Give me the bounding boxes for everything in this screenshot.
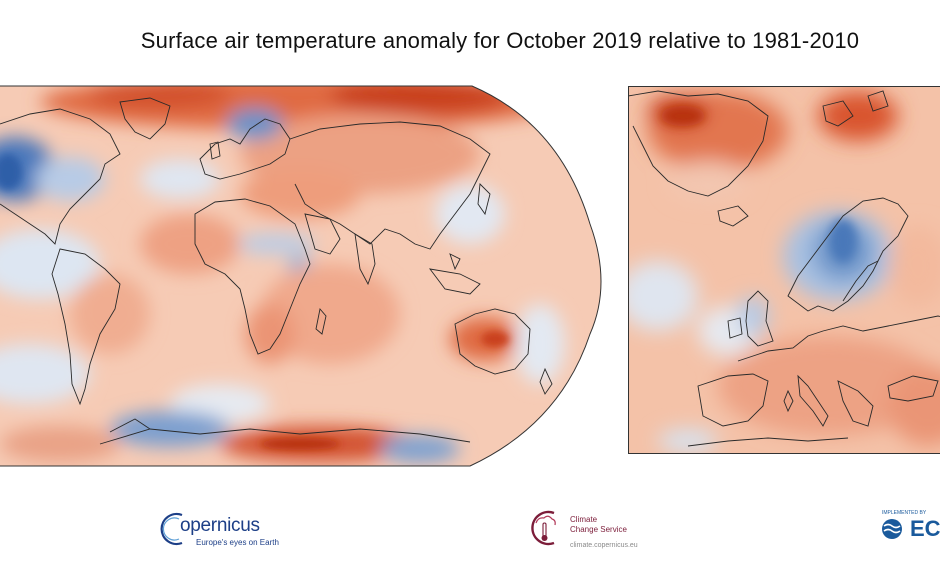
c3s-url[interactable]: climate.copernicus.eu <box>570 542 638 549</box>
ecmwf-logo[interactable]: IMPLEMENTED BY EC <box>878 508 940 548</box>
copernicus-logo[interactable]: opernicus Europe's eyes on Earth <box>160 505 290 555</box>
c3s-logo[interactable]: Climate Change Service climate.copernicu… <box>522 505 652 555</box>
c3s-line-1: Climate <box>570 515 598 524</box>
map-title: Surface air temperature anomaly for Octo… <box>140 28 860 53</box>
ecmwf-wordmark: EC <box>910 516 940 541</box>
world-map-border <box>0 85 602 467</box>
copernicus-wordmark: opernicus <box>180 515 260 536</box>
world-anomaly-map <box>0 85 602 467</box>
europe-map-field <box>628 86 940 454</box>
climate-thermometer-icon <box>531 510 556 546</box>
world-map-field <box>0 86 601 466</box>
copernicus-tagline: Europe's eyes on Earth <box>196 538 279 547</box>
world-coastlines <box>0 97 553 445</box>
europe-anomaly-map <box>628 86 940 454</box>
implemented-by-label: IMPLEMENTED BY <box>882 510 927 516</box>
ecmwf-waves-icon <box>882 519 902 539</box>
c3s-line-2: Change Service <box>570 525 627 534</box>
europe-coastlines <box>628 90 940 447</box>
europe-map-border <box>628 86 940 454</box>
copernicus-c-icon <box>160 512 183 546</box>
